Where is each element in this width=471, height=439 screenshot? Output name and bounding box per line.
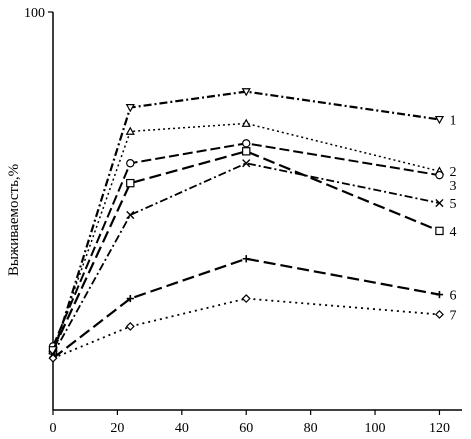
series-label: 1 [449,113,456,128]
x-tick-label: 60 [239,421,253,436]
axes: 100 0 20 40 60 80 100 120 [24,6,462,436]
y-tick-label: 100 [24,6,45,21]
series-6: 6 [49,255,456,362]
data-point-marker [435,310,444,319]
data-point-marker [126,210,135,220]
data-point-marker [126,159,135,168]
series-4: 4 [48,147,456,355]
data-point-marker [242,139,251,148]
data-point-marker [435,170,444,180]
x-tick-label: 100 [365,421,386,436]
series-label: 4 [449,225,456,240]
data-point-marker [241,118,251,127]
series-line [52,297,440,360]
data-point-marker [48,353,58,363]
series-line [52,257,440,360]
series-label: 2 [449,165,456,180]
series-label: 7 [449,308,456,323]
x-tick-label: 120 [429,421,450,436]
data-point-marker [435,198,444,208]
x-tick-label: 0 [50,421,57,436]
series-3: 3 [48,139,456,351]
data-point-marker [241,294,251,304]
series-1: 1 [48,88,456,360]
series-line [52,162,440,355]
data-point-marker [241,88,251,97]
data-point-marker [125,126,135,135]
data-point-marker [434,115,445,125]
x-tick-label: 40 [175,421,189,436]
data-point-marker [435,290,444,299]
data-point-marker [242,255,250,263]
series-label: 5 [449,197,456,212]
series-line [51,90,440,355]
x-tick-label: 80 [304,421,318,436]
data-point-marker [242,147,251,156]
data-point-marker [126,294,134,303]
series-7: 7 [48,294,456,363]
data-point-marker [125,321,135,331]
data-point-marker [126,178,135,188]
series-line [52,142,440,347]
data-point-marker [435,226,444,236]
data-point-marker [242,159,251,168]
data-point-marker [125,104,135,113]
series-line [52,150,440,351]
series-label: 6 [449,289,456,304]
y-axis-label: Выживаемость,% [6,164,22,276]
series-line [52,122,440,351]
series-label: 3 [449,179,456,194]
x-tick-label: 20 [110,421,124,436]
